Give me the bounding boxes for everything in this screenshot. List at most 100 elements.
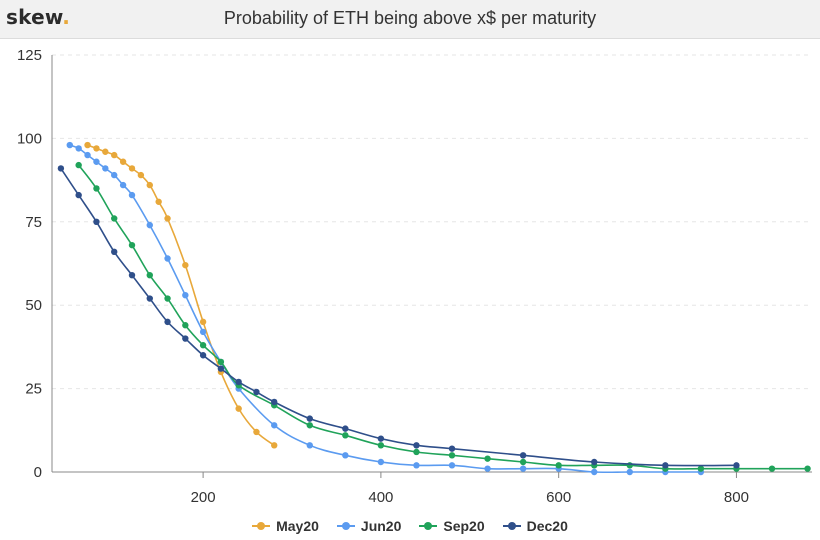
- x-tick-label-600: 600: [546, 489, 571, 506]
- data-point-dec20-60[interactable]: [75, 191, 82, 199]
- legend-swatch-sep20: [419, 522, 438, 530]
- data-point-sep20-840[interactable]: [768, 465, 776, 472]
- legend-item-sep20[interactable]: Sep20: [419, 518, 485, 534]
- data-point-sep20-680[interactable]: [626, 462, 633, 469]
- data-point-dec20-100[interactable]: [111, 248, 118, 256]
- data-point-sep20-100[interactable]: [111, 215, 118, 222]
- series-line-dec20: [60, 167, 737, 467]
- legend-label: Dec20: [526, 518, 568, 534]
- data-point-may20-160[interactable]: [164, 215, 171, 222]
- data-point-jun20-440[interactable]: [413, 462, 420, 469]
- data-point-sep20-320[interactable]: [306, 422, 313, 429]
- data-point-jun20-680[interactable]: [626, 468, 633, 476]
- data-point-sep20-400[interactable]: [377, 442, 385, 449]
- data-point-jun20-100[interactable]: [111, 171, 118, 179]
- data-point-sep20-200[interactable]: [199, 342, 207, 349]
- data-point-jun20-320[interactable]: [306, 442, 313, 449]
- data-point-may20-200[interactable]: [199, 318, 207, 326]
- data-point-dec20-400[interactable]: [377, 435, 385, 442]
- data-point-dec20-560[interactable]: [519, 452, 527, 459]
- data-point-jun20-640[interactable]: [591, 468, 598, 476]
- data-point-may20-240[interactable]: [235, 405, 242, 412]
- data-point-may20-70[interactable]: [84, 141, 91, 149]
- y-tick-label-50: 50: [25, 297, 42, 314]
- data-point-jun20-140[interactable]: [146, 221, 153, 229]
- data-point-dec20-260[interactable]: [253, 388, 260, 396]
- data-point-jun20-400[interactable]: [377, 458, 385, 466]
- data-point-sep20-440[interactable]: [413, 448, 420, 456]
- skew-logo[interactable]: skew.: [6, 5, 70, 29]
- data-point-may20-80[interactable]: [93, 145, 100, 152]
- data-point-jun20-360[interactable]: [342, 452, 349, 459]
- data-point-dec20-180[interactable]: [182, 335, 189, 342]
- data-point-jun20-560[interactable]: [519, 465, 527, 472]
- data-point-jun20-160[interactable]: [164, 255, 171, 262]
- logo-dot: .: [62, 5, 71, 29]
- legend-label: Jun20: [360, 518, 402, 534]
- data-point-may20-120[interactable]: [128, 165, 136, 172]
- data-point-sep20-880[interactable]: [804, 465, 811, 472]
- data-point-dec20-160[interactable]: [164, 318, 171, 326]
- data-point-jun20-520[interactable]: [484, 465, 491, 472]
- data-point-dec20-140[interactable]: [146, 295, 153, 302]
- data-point-dec20-80[interactable]: [93, 218, 100, 225]
- y-tick-label-100: 100: [17, 130, 42, 147]
- data-point-dec20-440[interactable]: [413, 442, 420, 449]
- data-point-sep20-120[interactable]: [128, 241, 136, 249]
- data-point-jun20-50[interactable]: [66, 141, 73, 149]
- data-point-sep20-600[interactable]: [555, 462, 562, 469]
- legend-swatch-may20: [252, 522, 271, 530]
- legend-item-may20[interactable]: May20: [252, 518, 319, 534]
- data-point-sep20-480[interactable]: [448, 452, 456, 459]
- data-point-dec20-240[interactable]: [235, 378, 242, 386]
- y-tick-label-0: 0: [34, 464, 42, 481]
- data-point-may20-150[interactable]: [155, 198, 162, 205]
- data-point-may20-90[interactable]: [102, 148, 109, 155]
- data-point-dec20-640[interactable]: [591, 458, 598, 466]
- data-point-sep20-760[interactable]: [697, 465, 705, 472]
- data-point-jun20-480[interactable]: [448, 462, 456, 469]
- data-point-may20-110[interactable]: [119, 158, 127, 165]
- data-point-dec20-220[interactable]: [217, 365, 225, 372]
- data-point-may20-280[interactable]: [271, 442, 278, 449]
- data-point-jun20-80[interactable]: [93, 158, 100, 165]
- data-point-dec20-800[interactable]: [733, 462, 740, 469]
- data-point-sep20-180[interactable]: [182, 322, 189, 329]
- data-point-sep20-140[interactable]: [146, 271, 153, 279]
- data-point-jun20-200[interactable]: [199, 328, 207, 336]
- data-point-dec20-480[interactable]: [448, 445, 456, 452]
- data-point-may20-140[interactable]: [146, 181, 153, 189]
- data-point-sep20-520[interactable]: [484, 455, 491, 462]
- y-tick-label-25: 25: [25, 381, 42, 398]
- legend-item-dec20[interactable]: Dec20: [502, 518, 568, 534]
- data-point-dec20-120[interactable]: [128, 271, 136, 279]
- data-point-jun20-70[interactable]: [84, 151, 91, 159]
- data-point-sep20-560[interactable]: [519, 458, 527, 466]
- data-point-jun20-110[interactable]: [119, 181, 127, 189]
- data-point-dec20-280[interactable]: [271, 398, 278, 406]
- data-point-may20-130[interactable]: [137, 171, 145, 179]
- data-point-jun20-60[interactable]: [75, 145, 82, 152]
- data-point-dec20-720[interactable]: [662, 462, 669, 469]
- data-point-dec20-320[interactable]: [306, 415, 313, 422]
- data-point-jun20-180[interactable]: [182, 291, 189, 299]
- data-point-sep20-160[interactable]: [164, 295, 171, 302]
- data-point-jun20-280[interactable]: [271, 422, 278, 429]
- legend-item-jun20[interactable]: Jun20: [336, 518, 402, 534]
- line-chart: 0 25 50 75 100 125 200 400 600 800: [17, 47, 812, 506]
- data-point-sep20-60[interactable]: [75, 161, 82, 169]
- data-point-dec20-40[interactable]: [57, 165, 65, 172]
- data-point-dec20-200[interactable]: [199, 352, 207, 359]
- data-point-jun20-120[interactable]: [128, 191, 136, 199]
- chart-header: skew. Probability of ETH being above x$ …: [0, 0, 820, 39]
- data-point-may20-260[interactable]: [253, 428, 260, 436]
- data-point-sep20-80[interactable]: [93, 185, 100, 192]
- data-point-jun20-90[interactable]: [102, 165, 109, 172]
- legend-label: May20: [276, 518, 319, 534]
- data-point-sep20-220[interactable]: [217, 358, 225, 366]
- data-point-may20-180[interactable]: [182, 261, 189, 269]
- data-point-may20-100[interactable]: [111, 151, 118, 159]
- data-point-sep20-360[interactable]: [342, 432, 349, 439]
- chart-title: Probability of ETH being above x$ per ma…: [223, 8, 597, 28]
- data-point-dec20-360[interactable]: [342, 425, 349, 432]
